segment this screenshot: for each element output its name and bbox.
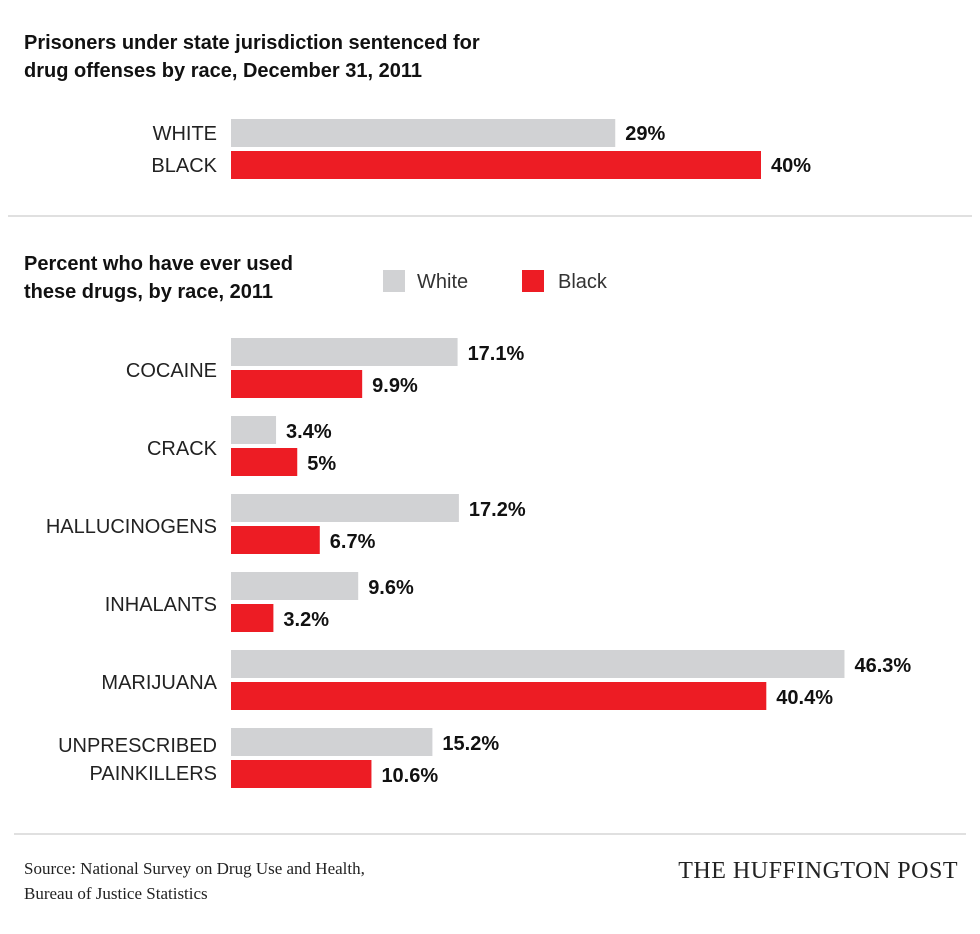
bar-white <box>231 494 459 522</box>
bar-white <box>231 650 845 678</box>
category-label: COCAINE <box>126 360 217 382</box>
data-label: 15.2% <box>442 733 499 755</box>
category-label: INHALANTS <box>105 594 217 616</box>
data-label: 3.2% <box>283 609 329 631</box>
category-label: PAINKILLERS <box>90 763 217 785</box>
bar-white <box>231 416 277 444</box>
data-label: 9.6% <box>368 577 414 599</box>
bar-black <box>231 370 363 398</box>
source-line2: Bureau of Justice Statistics <box>24 884 208 903</box>
data-label: 3.4% <box>286 421 332 443</box>
chart2-title-line1: Percent who have ever used <box>24 253 293 275</box>
bar-black <box>231 682 767 710</box>
category-label: HALLUCINOGENS <box>46 516 217 538</box>
legend-swatch-black <box>522 270 544 292</box>
category-label: CRACK <box>147 438 218 460</box>
data-label: 10.6% <box>381 765 438 787</box>
bar-black <box>231 526 320 554</box>
bar-black <box>231 760 372 788</box>
data-label: 17.1% <box>468 343 525 365</box>
category-label: BLACK <box>151 155 217 177</box>
chart2-bars: COCAINE 17.1% 9.9% CRACK 3.4% 5% HALLUCINOGENS… <box>46 338 911 788</box>
data-label: 6.7% <box>330 531 376 553</box>
bar-white <box>231 338 458 366</box>
data-label: 17.2% <box>469 499 526 521</box>
chart1-bars: WHITE 29% BLACK 40% <box>151 119 811 179</box>
bar-black <box>231 604 274 632</box>
source-line1: Source: National Survey on Drug Use and … <box>24 859 365 878</box>
category-label: WHITE <box>153 123 217 145</box>
data-label: 9.9% <box>372 375 418 397</box>
data-label: 46.3% <box>854 655 911 677</box>
chart1-title-line1: Prisoners under state jurisdiction sente… <box>24 32 480 54</box>
bar-white <box>231 572 359 600</box>
legend: White Black <box>383 270 608 293</box>
brand-logo: THE HUFFINGTON POST <box>678 858 958 884</box>
bar-black <box>231 151 761 179</box>
legend-swatch-white <box>383 270 405 292</box>
legend-label-black: Black <box>558 271 608 293</box>
bar-black <box>231 448 298 476</box>
bar-white <box>231 728 433 756</box>
legend-label-white: White <box>417 271 468 293</box>
category-label: MARIJUANA <box>101 672 217 694</box>
data-label: 40.4% <box>776 687 833 709</box>
data-label: 40% <box>771 155 811 177</box>
chart1-title-line2: drug offenses by race, December 31, 2011 <box>24 60 422 82</box>
category-label: UNPRESCRIBED <box>58 735 217 757</box>
bar-white <box>231 119 616 147</box>
data-label: 29% <box>625 123 665 145</box>
chart2-title-line2: these drugs, by race, 2011 <box>24 281 273 303</box>
data-label: 5% <box>307 453 336 475</box>
